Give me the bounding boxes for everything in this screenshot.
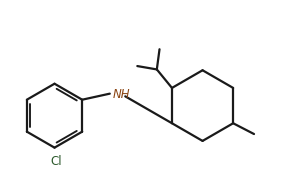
- Text: NH: NH: [112, 88, 130, 101]
- Text: Cl: Cl: [50, 155, 62, 168]
